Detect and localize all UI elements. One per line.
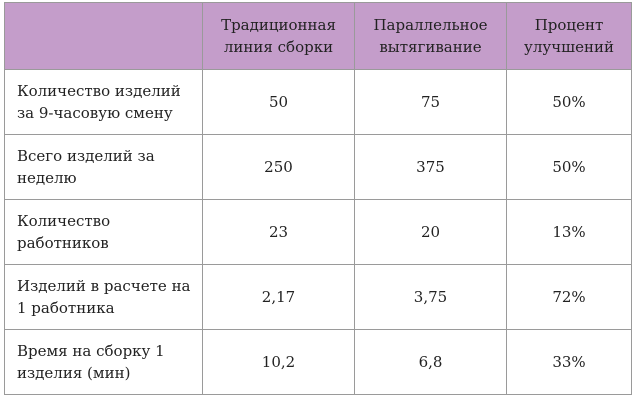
row-label: Изделий в расчете на 1 работника	[4, 264, 203, 330]
row-label: Всего изделий за неделю	[4, 134, 203, 200]
header-cell: Традиционная линия сборки	[202, 2, 355, 70]
table-cell: 50%	[506, 134, 632, 200]
table-cell: 75	[354, 69, 507, 135]
table-cell: 6,8	[354, 329, 507, 395]
table-body: Количество изделий за 9-часовую смену 50 7…	[4, 69, 632, 395]
header-cell: Параллельное вытягивание	[354, 2, 507, 70]
table-cell: 250	[202, 134, 355, 200]
comparison-table: Традиционная линия сборки Параллельное вы…	[4, 2, 632, 395]
row-label: Количество работников	[4, 199, 203, 265]
table-row: Количество работников 23 20 13%	[4, 199, 632, 265]
table-row: Время на сборку 1 изделия (мин) 10,2 6,8 33…	[4, 329, 632, 395]
table-row: Количество изделий за 9-часовую смену 50 7…	[4, 69, 632, 135]
table-cell: 3,75	[354, 264, 507, 330]
header-cell	[4, 2, 203, 70]
table-row: Всего изделий за неделю 250 375 50%	[4, 134, 632, 200]
header-cell: Процент улучшений	[506, 2, 632, 70]
table-cell: 33%	[506, 329, 632, 395]
table-row: Изделий в расчете на 1 работника 2,17 3,75…	[4, 264, 632, 330]
table-cell: 50%	[506, 69, 632, 135]
table-cell: 13%	[506, 199, 632, 265]
table-cell: 10,2	[202, 329, 355, 395]
header-row: Традиционная линия сборки Параллельное вы…	[4, 2, 632, 70]
table-cell: 72%	[506, 264, 632, 330]
table-cell: 23	[202, 199, 355, 265]
table-cell: 375	[354, 134, 507, 200]
table-cell: 2,17	[202, 264, 355, 330]
table-cell: 20	[354, 199, 507, 265]
row-label: Количество изделий за 9-часовую смену	[4, 69, 203, 135]
table-cell: 50	[202, 69, 355, 135]
row-label: Время на сборку 1 изделия (мин)	[4, 329, 203, 395]
